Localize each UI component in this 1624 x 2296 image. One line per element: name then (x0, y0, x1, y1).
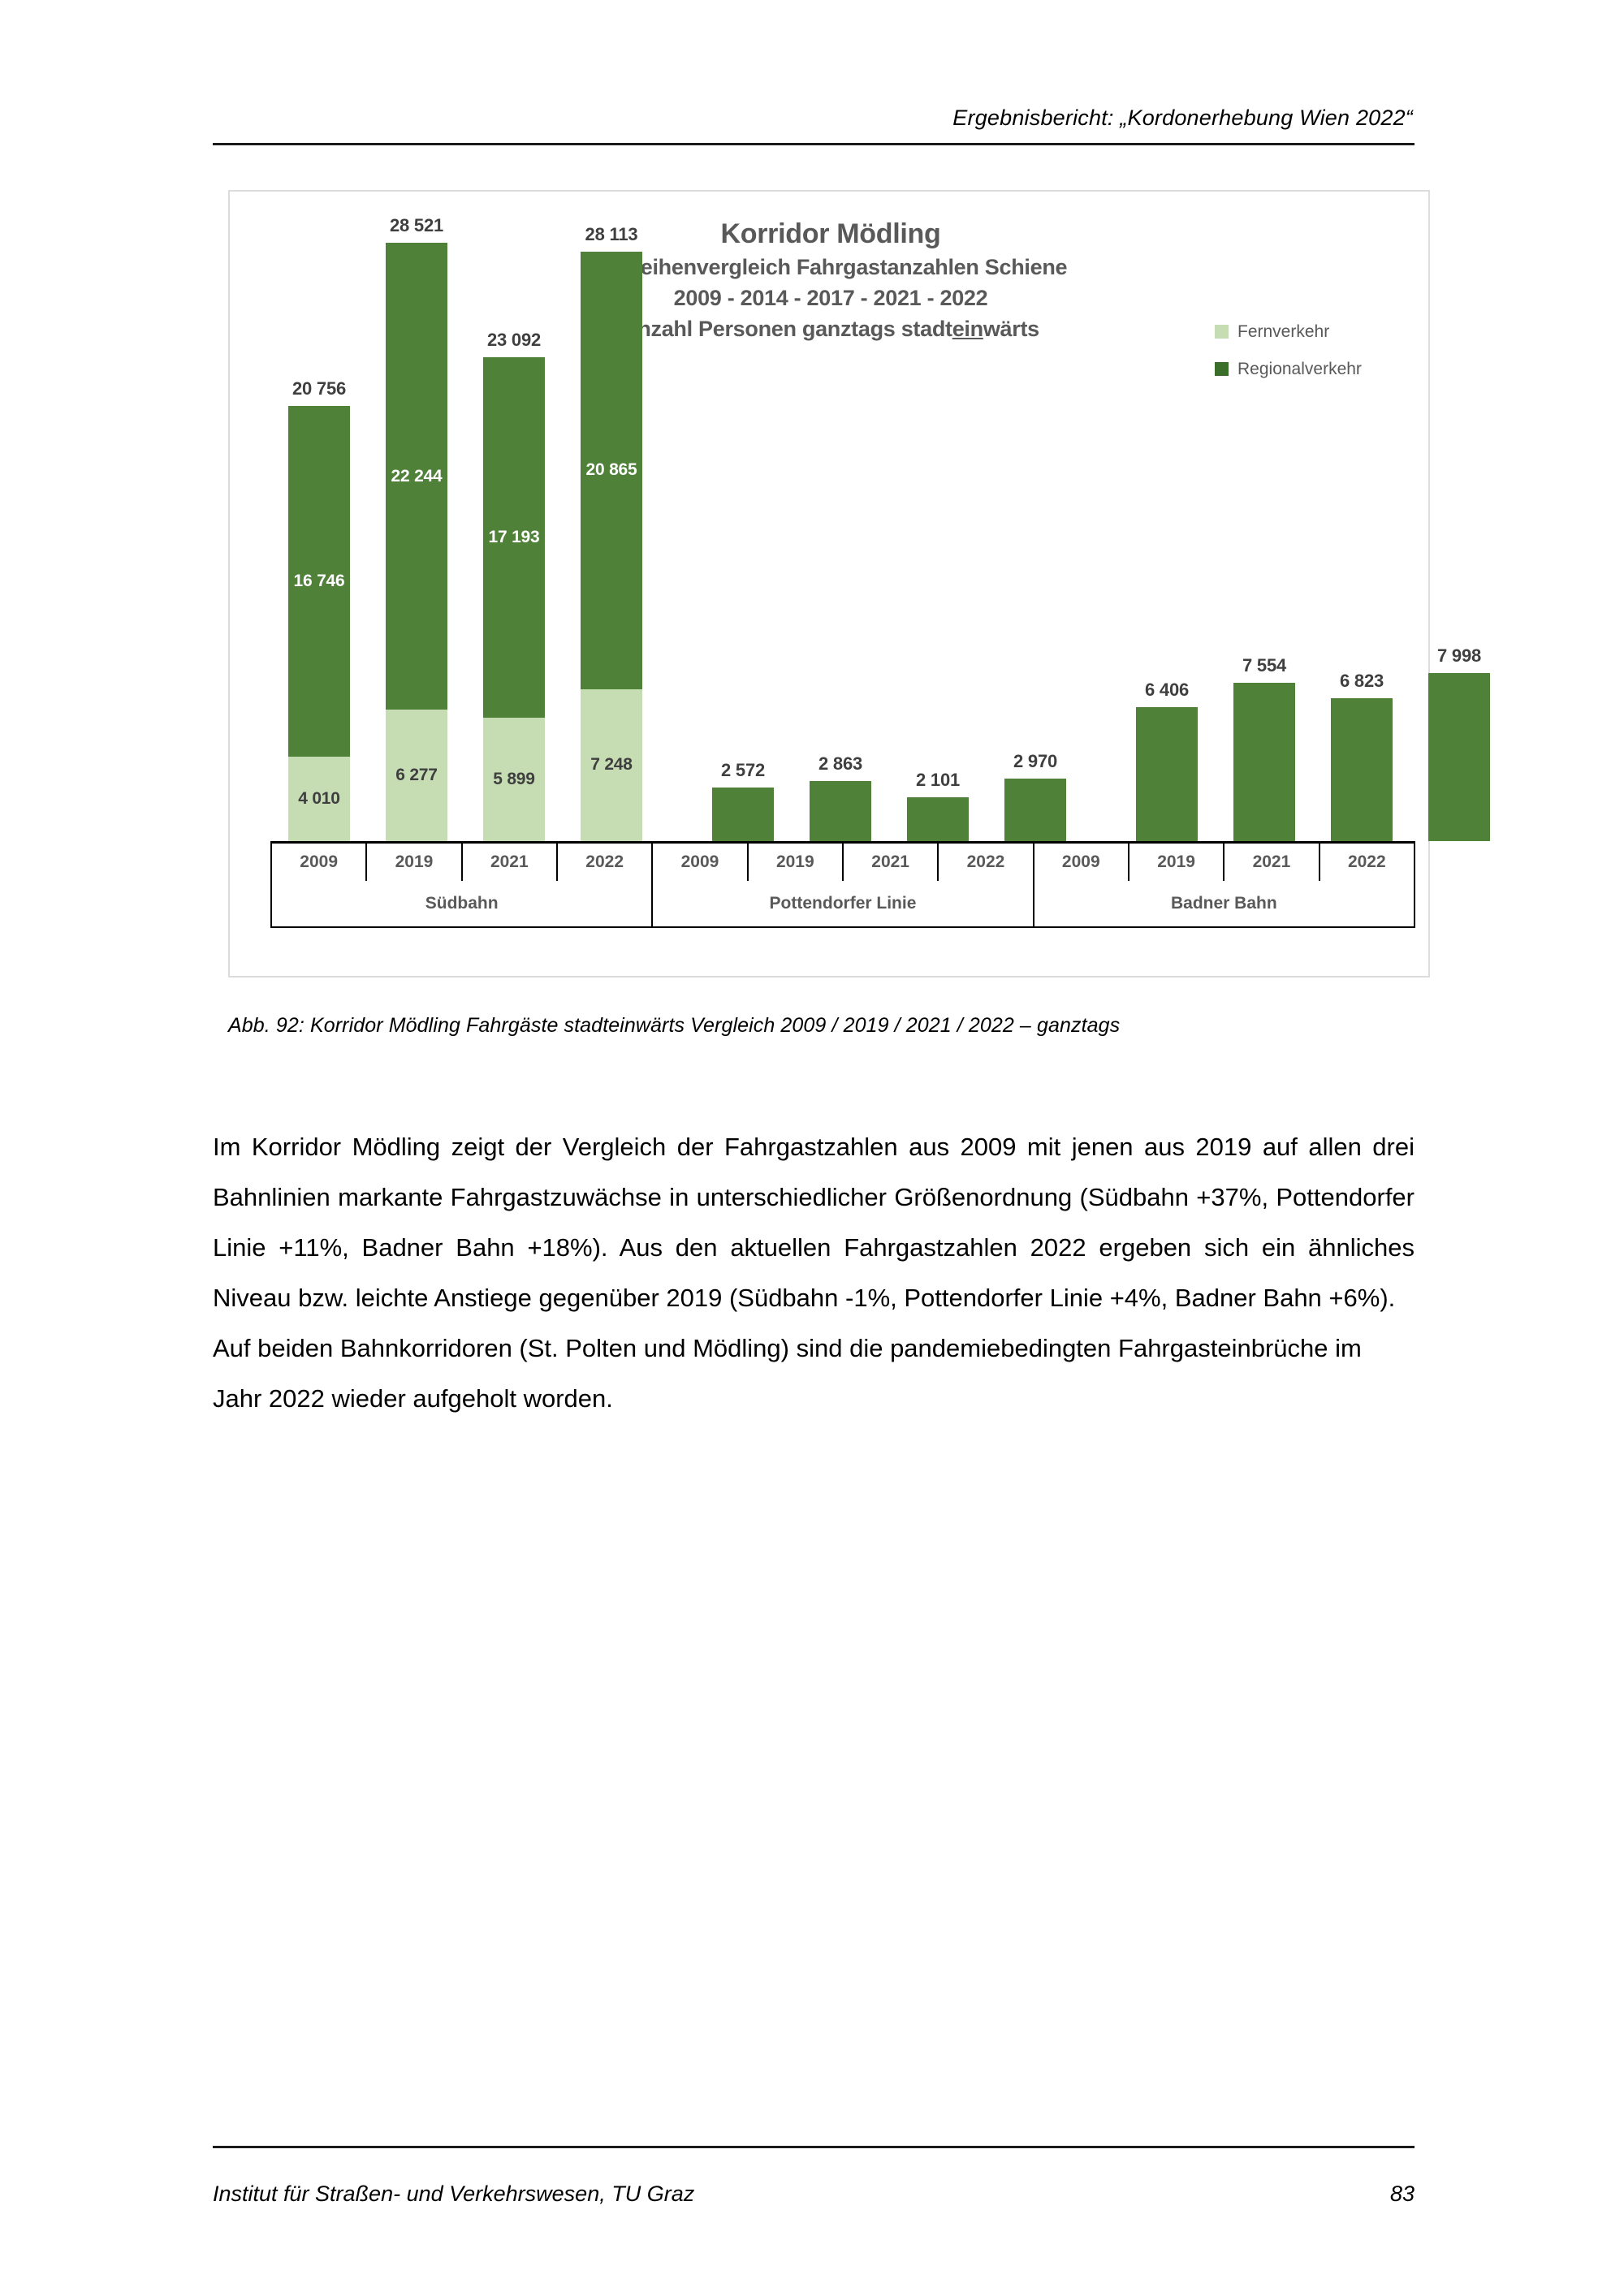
bar-segment-regionalverkehr: 22 244 (386, 243, 447, 710)
footer-institute: Institut für Straßen- und Verkehrswesen,… (213, 2182, 695, 2206)
bar-s-dbahn-2009: 20 756 16 746 4 010 (288, 378, 350, 841)
bar-pottendorfer-linie-2019: 2 863 (810, 753, 871, 841)
axis-group-badner-bahn: Badner Bahn (1032, 881, 1416, 928)
bar-badner-bahn-2009: 6 406 (1136, 680, 1198, 841)
chart-subtitle-1: Zeitreihenvergleich Fahrgastanzahlen Sch… (594, 255, 1068, 279)
axis-group-s-dbahn: Südbahn (270, 881, 654, 928)
bar-segment-regionalverkehr: 16 746 (288, 405, 350, 757)
bar-badner-bahn-2021: 6 823 (1331, 671, 1393, 841)
bar-total-label: 7 998 (1436, 645, 1482, 667)
bar-segment-regionalverkehr (907, 796, 969, 841)
axis-group-row: Südbahn Pottendorfer Linie Badner Bahn (270, 881, 1416, 928)
axis-year-badner-bahn-2022: 2022 (1318, 841, 1416, 881)
axis-year-pottendorfer-linie-2022: 2022 (937, 841, 1034, 881)
bar-badner-bahn-2022: 7 998 (1428, 645, 1490, 841)
bar-segment-regionalverkehr (810, 781, 871, 841)
bar-segment-regionalverkehr (1004, 779, 1066, 841)
axis-year-badner-bahn-2021: 2021 (1223, 841, 1320, 881)
chart-legend: Fernverkehr Regionalverkehr (1215, 322, 1402, 396)
chart-plot-area: 20 756 16 746 4 010 28 521 22 244 6 277 23 092… (270, 208, 1490, 841)
page-number: 83 (1389, 2182, 1415, 2206)
bar-segment-label: 5 899 (493, 769, 535, 788)
bar-segment-label: 6 277 (395, 765, 438, 784)
footer-divider (213, 2146, 1415, 2148)
bar-segment-regionalverkehr (1136, 706, 1198, 841)
axis-year-s-dbahn-2019: 2019 (365, 841, 463, 881)
body-paragraph-1: Im Korridor Mödling zeigt der Vergleich … (213, 1133, 1415, 1312)
chart-figure: Korridor Mödling Zeitreihenvergleich Fah… (228, 190, 1490, 978)
bar-segment-fernverkehr: 7 248 (581, 688, 642, 841)
axis-year-pottendorfer-linie-2019: 2019 (746, 841, 844, 881)
axis-year-s-dbahn-2021: 2021 (460, 841, 558, 881)
chart-title-block: Korridor Mödling Zeitreihenvergleich Fah… (230, 216, 1432, 344)
body-text: Im Korridor Mödling zeigt der Vergleich … (213, 1122, 1415, 1424)
axis-year-badner-bahn-2019: 2019 (1127, 841, 1225, 881)
bar-s-dbahn-2022: 28 113 20 865 7 248 (581, 224, 642, 841)
bar-badner-bahn-2019: 7 554 (1233, 655, 1295, 841)
bar-segment-label: 22 244 (391, 466, 443, 486)
body-paragraph-2: Auf beiden Bahnkorridoren (St. Polten un… (213, 1334, 1362, 1413)
axis-year-s-dbahn-2009: 2009 (270, 841, 368, 881)
axis-year-pottendorfer-linie-2009: 2009 (651, 841, 749, 881)
axis-year-pottendorfer-linie-2021: 2021 (841, 841, 939, 881)
header-divider (213, 143, 1415, 145)
figure-caption: Abb. 92: Korridor Mödling Fahrgäste stad… (228, 1014, 1121, 1037)
bar-s-dbahn-2019: 28 521 22 244 6 277 (386, 215, 447, 841)
bar-segment-regionalverkehr (1233, 682, 1295, 841)
bar-segment-label: 17 193 (488, 527, 540, 546)
chart-subtitle-3: Anzahl Personen ganztags stadteinwärts (230, 313, 1432, 344)
bar-total-label: 28 521 (389, 215, 444, 236)
legend-swatch-fernverkehr (1215, 325, 1229, 339)
bar-total-label: 2 970 (1013, 751, 1058, 772)
bar-total-label: 7 554 (1242, 654, 1287, 675)
legend-label-fernverkehr: Fernverkehr (1237, 322, 1330, 341)
bar-total-label: 6 406 (1144, 679, 1190, 700)
bar-total-label: 28 113 (585, 223, 638, 244)
bar-s-dbahn-2021: 23 092 17 193 5 899 (483, 330, 545, 841)
bar-segment-label: 16 746 (293, 572, 345, 591)
bar-total-label: 6 823 (1339, 670, 1384, 691)
chart-subtitle-3-underlined: ein (952, 317, 983, 341)
bar-segment-label: 7 248 (590, 755, 633, 775)
running-header: Ergebnisbericht: „Kordonerhebung Wien 20… (952, 106, 1413, 130)
chart-subtitle-3-post: wärts (983, 317, 1039, 341)
bar-segment-regionalverkehr (1428, 673, 1490, 841)
bar-total-label: 23 092 (486, 329, 542, 350)
axis-year-row: 2009 2019 2021 2022 2009 2019 2021 2022 2009 2019… (270, 841, 1416, 881)
chart-subtitle-3-pre: Anzahl Personen ganztags stadt (622, 317, 952, 341)
bar-total-label: 2 101 (915, 769, 961, 790)
chart-title: Korridor Mödling (720, 218, 941, 249)
bar-segment-regionalverkehr: 20 865 (581, 251, 642, 689)
bar-segment-fernverkehr: 4 010 (288, 757, 350, 841)
chart-subtitle-2: 2009 - 2014 - 2017 - 2021 - 2022 (673, 286, 988, 310)
bar-segment-label: 4 010 (298, 789, 340, 809)
legend-item-fernverkehr: Fernverkehr (1215, 322, 1402, 342)
bar-segment-fernverkehr: 6 277 (386, 709, 447, 841)
bar-segment-regionalverkehr (712, 787, 774, 841)
bar-segment-fernverkehr: 5 899 (483, 717, 545, 841)
axis-year-s-dbahn-2022: 2022 (555, 841, 654, 881)
bar-total-label: 2 863 (818, 753, 863, 775)
bar-segment-label: 20 865 (585, 460, 637, 480)
axis-year-badner-bahn-2009: 2009 (1032, 841, 1129, 881)
bar-segment-regionalverkehr (1331, 697, 1393, 841)
legend-swatch-regionalverkehr (1215, 362, 1229, 376)
bar-segment-regionalverkehr: 17 193 (483, 356, 545, 718)
bar-pottendorfer-linie-2022: 2 970 (1004, 751, 1066, 841)
bar-total-label: 20 756 (292, 378, 347, 399)
chart-category-axis: 2009 2019 2021 2022 2009 2019 2021 2022 2009 2019… (270, 841, 1416, 928)
axis-group-pottendorfer-linie: Pottendorfer Linie (651, 881, 1034, 928)
legend-label-regionalverkehr: Regionalverkehr (1237, 359, 1362, 378)
bar-pottendorfer-linie-2021: 2 101 (907, 770, 969, 841)
legend-item-regionalverkehr: Regionalverkehr (1215, 359, 1402, 379)
bar-total-label: 2 572 (720, 759, 766, 780)
bar-pottendorfer-linie-2009: 2 572 (712, 760, 774, 841)
